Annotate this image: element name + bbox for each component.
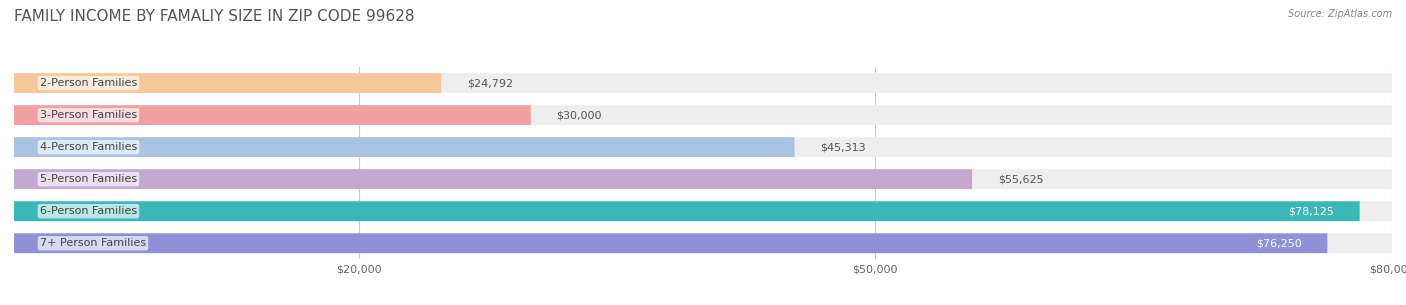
Text: 3-Person Families: 3-Person Families	[39, 110, 136, 120]
Text: FAMILY INCOME BY FAMALIY SIZE IN ZIP CODE 99628: FAMILY INCOME BY FAMALIY SIZE IN ZIP COD…	[14, 9, 415, 24]
FancyBboxPatch shape	[14, 73, 441, 93]
Text: 4-Person Families: 4-Person Families	[39, 142, 138, 152]
Text: $78,125: $78,125	[1288, 206, 1334, 216]
Text: $30,000: $30,000	[557, 110, 602, 120]
FancyBboxPatch shape	[14, 105, 531, 125]
Text: 2-Person Families: 2-Person Families	[39, 78, 138, 88]
Text: $24,792: $24,792	[467, 78, 513, 88]
FancyBboxPatch shape	[14, 233, 1327, 253]
Text: 7+ Person Families: 7+ Person Families	[39, 238, 146, 248]
Text: 5-Person Families: 5-Person Families	[39, 174, 136, 184]
FancyBboxPatch shape	[14, 137, 1392, 157]
FancyBboxPatch shape	[14, 233, 1392, 253]
FancyBboxPatch shape	[14, 169, 972, 189]
FancyBboxPatch shape	[14, 105, 1392, 125]
FancyBboxPatch shape	[14, 169, 1392, 189]
Text: 6-Person Families: 6-Person Families	[39, 206, 136, 216]
FancyBboxPatch shape	[14, 137, 794, 157]
FancyBboxPatch shape	[14, 201, 1360, 221]
FancyBboxPatch shape	[14, 201, 1392, 221]
Text: $76,250: $76,250	[1256, 238, 1302, 248]
FancyBboxPatch shape	[14, 73, 1392, 93]
Text: $45,313: $45,313	[820, 142, 866, 152]
Text: Source: ZipAtlas.com: Source: ZipAtlas.com	[1288, 9, 1392, 19]
Text: $55,625: $55,625	[998, 174, 1043, 184]
